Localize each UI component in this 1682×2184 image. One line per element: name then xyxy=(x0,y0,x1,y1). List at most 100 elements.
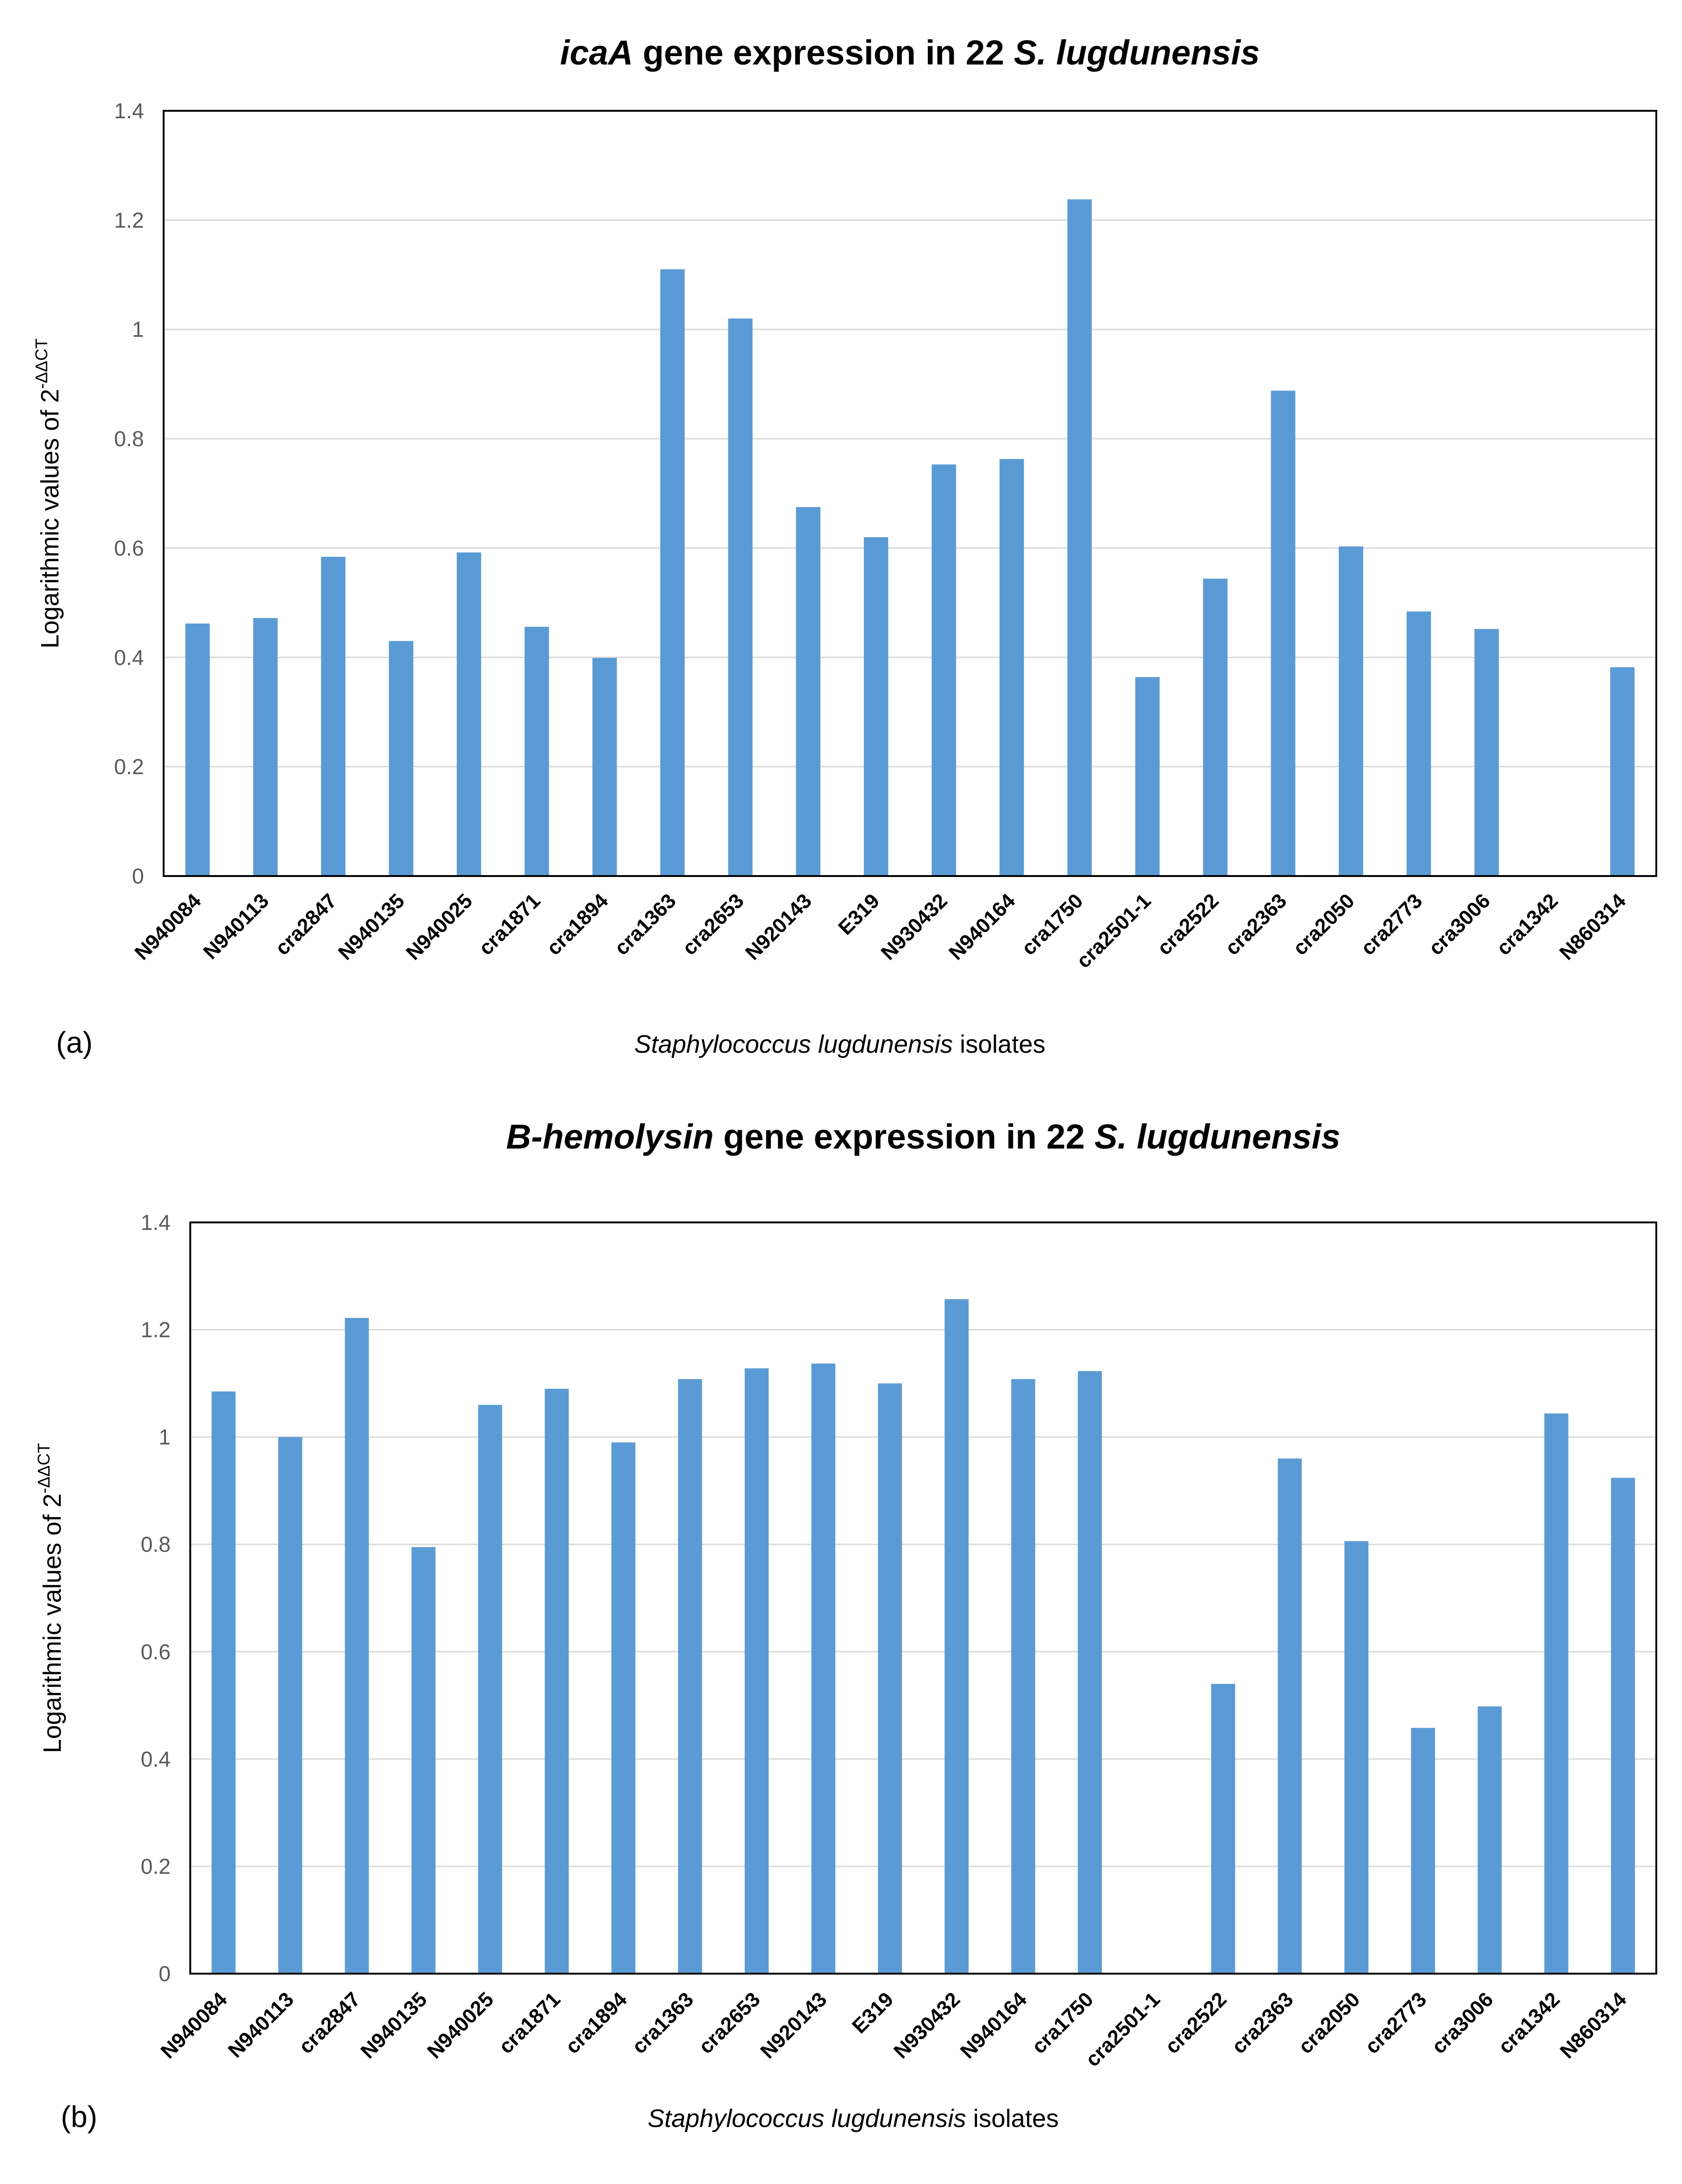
x-tick-label: cra2050 xyxy=(1288,889,1359,960)
bar-cra2522 xyxy=(1211,1684,1236,1974)
y-tick-label: 1.2 xyxy=(114,208,144,232)
bar-cra2501-1 xyxy=(1135,677,1160,876)
bar-cra3006 xyxy=(1477,1706,1502,1974)
bar-cra1342 xyxy=(1544,1413,1568,1974)
y-tick-label: 0 xyxy=(158,1961,171,1986)
bar-N920143 xyxy=(811,1363,835,1974)
x-tick-label: cra2847 xyxy=(271,889,341,960)
x-axis-title: Staphylococcus lugdunensis isolates xyxy=(634,1030,1046,1058)
y-tick-label: 0.8 xyxy=(114,427,144,451)
x-tick-label: cra3006 xyxy=(1427,1988,1498,2058)
bar-N940135 xyxy=(411,1547,436,1974)
x-tick-label: N940025 xyxy=(402,889,477,964)
x-tick-label: N940164 xyxy=(956,1988,1031,2063)
bar-N860314 xyxy=(1611,1478,1635,1974)
x-tick-label: E319 xyxy=(834,889,884,939)
bar-cra2653 xyxy=(728,318,753,876)
bar-cra1894 xyxy=(592,658,617,876)
y-tick-label: 0.6 xyxy=(141,1639,171,1664)
bar-N940113 xyxy=(253,618,278,876)
bar-E319 xyxy=(863,537,889,876)
bar-cra2050 xyxy=(1344,1541,1369,1974)
x-tick-label: cra2653 xyxy=(678,889,748,960)
y-tick-label: 1 xyxy=(132,317,144,342)
y-tick-label: 0.6 xyxy=(114,536,144,560)
chart-title: icaA gene expression in 22 S. lugdunensi… xyxy=(560,33,1260,72)
y-tick-label: 1.4 xyxy=(141,1210,171,1235)
bar-N940164 xyxy=(999,459,1024,876)
bar-cra2522 xyxy=(1203,578,1228,876)
chart-title-part: S. lugdunensis xyxy=(1014,33,1260,72)
bar-cra2773 xyxy=(1411,1728,1435,1974)
icaa-chart: icaA gene expression in 22 S. lugdunensi… xyxy=(32,33,1657,1059)
bar-E319 xyxy=(878,1383,902,1974)
x-tick-label: E319 xyxy=(848,1988,898,2038)
bar-N920143 xyxy=(796,507,820,876)
x-tick-label: cra2522 xyxy=(1153,889,1223,960)
bar-cra1363 xyxy=(660,269,685,876)
x-tick-label: cra1363 xyxy=(628,1988,698,2058)
plot-area-border xyxy=(163,110,1657,877)
chart-title-part: icaA xyxy=(560,33,633,72)
bar-N930432 xyxy=(931,464,956,876)
bar-N940164 xyxy=(1011,1379,1035,1974)
bar-N940084 xyxy=(211,1391,236,1974)
chart-title-part: gene expression in 22 xyxy=(633,33,1014,72)
y-tick-label: 1.2 xyxy=(141,1318,171,1342)
x-tick-label: cra1871 xyxy=(494,1988,565,2058)
x-tick-label: N940113 xyxy=(199,889,273,963)
bar-N930432 xyxy=(944,1299,969,1974)
x-tick-label: cra1894 xyxy=(542,889,613,960)
x-tick-label: N860314 xyxy=(1556,1988,1631,2063)
y-axis-title-text: Logarithmic values of 2 xyxy=(38,1494,66,1753)
x-tick-label: cra2363 xyxy=(1221,889,1291,960)
x-axis-title-part: isolates xyxy=(966,2105,1059,2133)
x-tick-label: N860314 xyxy=(1555,889,1631,964)
x-tick-label: N930432 xyxy=(889,1988,964,2063)
x-tick-label: N920143 xyxy=(756,1988,831,2063)
y-tick-label: 0.4 xyxy=(114,645,144,669)
bar-N940025 xyxy=(456,552,482,876)
bar-cra2847 xyxy=(345,1318,369,1974)
x-tick-label: N940135 xyxy=(356,1988,431,2063)
panel-label: (b) xyxy=(61,2100,97,2134)
y-tick-label: 0.4 xyxy=(141,1747,171,1771)
x-tick-label: cra2847 xyxy=(295,1988,365,2058)
x-tick-label: N920143 xyxy=(741,889,816,964)
b-hemolysin-chart: B-hemolysin gene expression in 22 S. lug… xyxy=(34,1117,1657,2134)
chart-title-part: gene expression in 22 xyxy=(714,1117,1094,1156)
y-tick-label: 1 xyxy=(158,1425,171,1449)
bar-cra2653 xyxy=(744,1368,769,1974)
x-tick-label: cra1750 xyxy=(1028,1988,1098,2058)
bar-cra1750 xyxy=(1078,1371,1102,1974)
x-tick-label: cra2773 xyxy=(1357,889,1427,960)
x-tick-label: N940025 xyxy=(423,1988,498,2063)
x-tick-label: cra3006 xyxy=(1424,889,1495,960)
x-tick-label: N940084 xyxy=(130,889,206,964)
plot-area-border xyxy=(189,1221,1657,1975)
bar-cra1894 xyxy=(611,1442,636,1974)
x-tick-label: N940113 xyxy=(224,1988,298,2062)
x-tick-label: cra1871 xyxy=(474,889,545,960)
y-tick-label: 0.2 xyxy=(141,1854,171,1878)
x-axis-title: Staphylococcus lugdunensis isolates xyxy=(647,2105,1059,2133)
bar-cra1363 xyxy=(678,1379,702,1974)
bar-N940084 xyxy=(185,623,210,876)
x-tick-label: N930432 xyxy=(877,889,952,964)
bar-cra2363 xyxy=(1271,390,1295,876)
x-tick-label: cra2522 xyxy=(1161,1988,1231,2058)
y-tick-label: 1.4 xyxy=(114,99,144,123)
y-axis-title: Logarithmic values of 2-ΔΔCT xyxy=(34,1443,66,1753)
panel-label: (a) xyxy=(56,1026,93,1059)
bar-N940135 xyxy=(388,641,414,876)
x-tick-label: cra1750 xyxy=(1017,889,1088,960)
bar-N860314 xyxy=(1610,667,1635,876)
y-tick-label: 0 xyxy=(132,864,144,888)
bar-cra2363 xyxy=(1278,1458,1302,1974)
x-tick-label: cra2653 xyxy=(694,1988,765,2058)
x-tick-label: cra1894 xyxy=(561,1988,632,2058)
bar-cra3006 xyxy=(1474,629,1499,876)
x-tick-label: cra2773 xyxy=(1361,1988,1431,2058)
bar-cra1871 xyxy=(545,1388,569,1974)
y-axis-title-text: Logarithmic values of 2 xyxy=(36,389,64,648)
